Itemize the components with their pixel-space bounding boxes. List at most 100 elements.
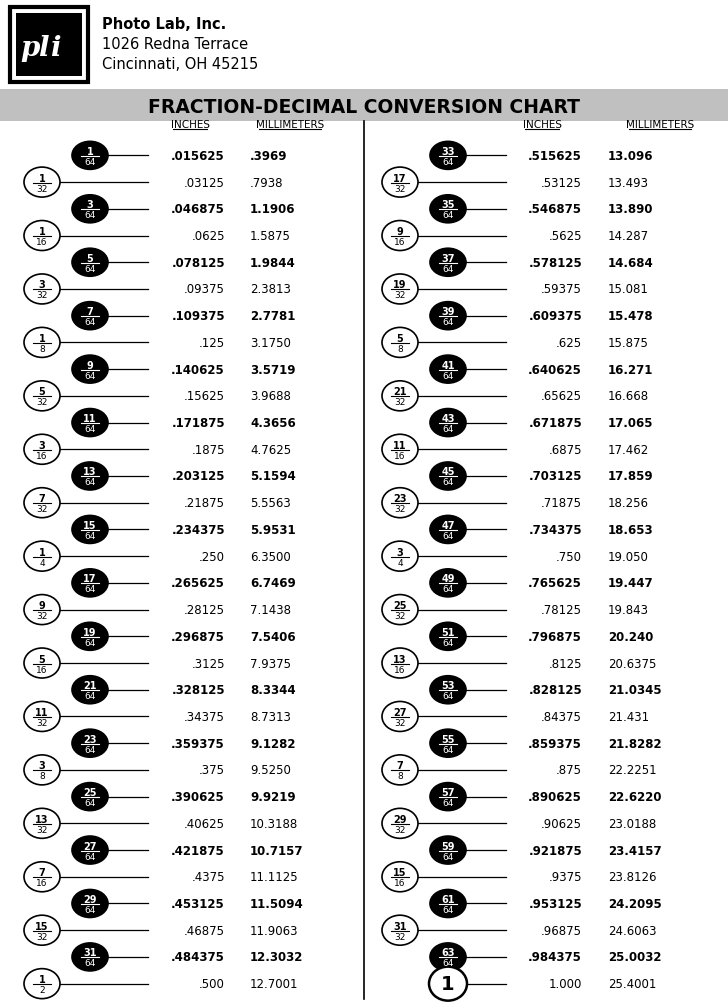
Text: 55: 55 <box>441 733 455 743</box>
Ellipse shape <box>72 943 108 971</box>
Text: 3: 3 <box>87 200 93 210</box>
Text: 7.5406: 7.5406 <box>250 630 296 643</box>
Text: 5.1594: 5.1594 <box>250 470 296 483</box>
Text: 6.7469: 6.7469 <box>250 577 296 590</box>
Ellipse shape <box>382 542 418 571</box>
Text: 64: 64 <box>84 425 95 434</box>
Text: 23.4157: 23.4157 <box>608 844 662 857</box>
Text: 17.462: 17.462 <box>608 443 649 456</box>
Text: .375: .375 <box>199 764 225 777</box>
Text: .546875: .546875 <box>528 203 582 216</box>
Text: 64: 64 <box>84 638 95 647</box>
Text: 64: 64 <box>443 585 454 594</box>
Text: 9: 9 <box>87 361 93 371</box>
Text: INCHES: INCHES <box>523 120 561 130</box>
Text: 64: 64 <box>84 799 95 808</box>
Text: .7938: .7938 <box>250 176 283 189</box>
Text: 29: 29 <box>393 814 407 824</box>
Text: 2.7781: 2.7781 <box>250 310 296 323</box>
Text: 13.890: 13.890 <box>608 203 654 216</box>
Text: .84375: .84375 <box>541 710 582 723</box>
Text: 1.000: 1.000 <box>549 977 582 990</box>
Text: 4.7625: 4.7625 <box>250 443 291 456</box>
Text: 9.5250: 9.5250 <box>250 764 291 777</box>
Text: .640625: .640625 <box>528 364 582 376</box>
Text: 27: 27 <box>393 707 407 717</box>
Bar <box>16 14 82 77</box>
Text: 31: 31 <box>393 921 407 931</box>
Text: .6875: .6875 <box>548 443 582 456</box>
Text: .15625: .15625 <box>184 390 225 403</box>
Text: .46875: .46875 <box>184 924 225 937</box>
Text: 4.3656: 4.3656 <box>250 417 296 430</box>
Ellipse shape <box>72 676 108 704</box>
Text: 64: 64 <box>84 157 95 166</box>
Text: 64: 64 <box>84 211 95 220</box>
Text: 1: 1 <box>87 146 93 156</box>
Text: 64: 64 <box>84 478 95 487</box>
Text: l: l <box>38 35 49 62</box>
Text: .96875: .96875 <box>541 924 582 937</box>
Ellipse shape <box>72 409 108 437</box>
Text: .828125: .828125 <box>529 683 582 696</box>
Ellipse shape <box>430 142 466 170</box>
Text: 31: 31 <box>83 948 97 958</box>
Text: 11.5094: 11.5094 <box>250 897 304 910</box>
Ellipse shape <box>430 516 466 544</box>
Ellipse shape <box>430 729 466 758</box>
Ellipse shape <box>72 890 108 918</box>
Text: 64: 64 <box>443 371 454 380</box>
Text: 17.859: 17.859 <box>608 470 654 483</box>
Ellipse shape <box>24 275 60 305</box>
Text: .671875: .671875 <box>529 417 582 430</box>
Text: 7.9375: 7.9375 <box>250 657 291 670</box>
Text: 9.9219: 9.9219 <box>250 791 296 804</box>
Text: 11: 11 <box>393 440 407 450</box>
Text: 24.6063: 24.6063 <box>608 924 657 937</box>
Text: .34375: .34375 <box>184 710 225 723</box>
Text: 22.6220: 22.6220 <box>608 791 662 804</box>
Ellipse shape <box>382 756 418 786</box>
Text: 15: 15 <box>83 520 97 530</box>
Text: .734375: .734375 <box>529 523 582 536</box>
Text: 13.493: 13.493 <box>608 176 649 189</box>
Text: 35: 35 <box>441 200 455 210</box>
Text: 64: 64 <box>443 691 454 700</box>
Text: 25.0032: 25.0032 <box>608 951 662 964</box>
Text: .703125: .703125 <box>529 470 582 483</box>
Text: .171875: .171875 <box>171 417 225 430</box>
Text: 16: 16 <box>36 879 48 888</box>
Text: .21875: .21875 <box>184 497 225 510</box>
Ellipse shape <box>382 862 418 892</box>
Text: 16: 16 <box>36 665 48 673</box>
Text: .250: .250 <box>199 550 225 563</box>
Text: 16: 16 <box>395 237 405 246</box>
Text: 53: 53 <box>441 680 455 690</box>
Text: 10.7157: 10.7157 <box>250 844 304 857</box>
Text: .625: .625 <box>556 337 582 350</box>
Text: .109375: .109375 <box>171 310 225 323</box>
Text: FRACTION-DECIMAL CONVERSION CHART: FRACTION-DECIMAL CONVERSION CHART <box>148 97 580 116</box>
Text: i: i <box>50 35 60 62</box>
Text: .859375: .859375 <box>528 736 582 749</box>
Text: 19: 19 <box>393 281 407 291</box>
Ellipse shape <box>429 967 467 1001</box>
Text: 19.050: 19.050 <box>608 550 649 563</box>
Ellipse shape <box>430 463 466 491</box>
Text: 3: 3 <box>39 440 45 450</box>
Text: 64: 64 <box>84 852 95 861</box>
Text: .359375: .359375 <box>171 736 225 749</box>
Text: .65625: .65625 <box>541 390 582 403</box>
Text: .03125: .03125 <box>184 176 225 189</box>
Text: 57: 57 <box>441 788 455 798</box>
Ellipse shape <box>72 783 108 811</box>
Text: .9375: .9375 <box>548 871 582 884</box>
Text: 32: 32 <box>36 505 48 514</box>
Text: .765625: .765625 <box>528 577 582 590</box>
Text: 64: 64 <box>443 959 454 968</box>
Text: 2: 2 <box>39 985 45 994</box>
Text: MILLIMETERS: MILLIMETERS <box>256 120 324 130</box>
Text: 13: 13 <box>35 814 49 824</box>
Text: 64: 64 <box>443 799 454 808</box>
Text: 3.5719: 3.5719 <box>250 364 296 376</box>
